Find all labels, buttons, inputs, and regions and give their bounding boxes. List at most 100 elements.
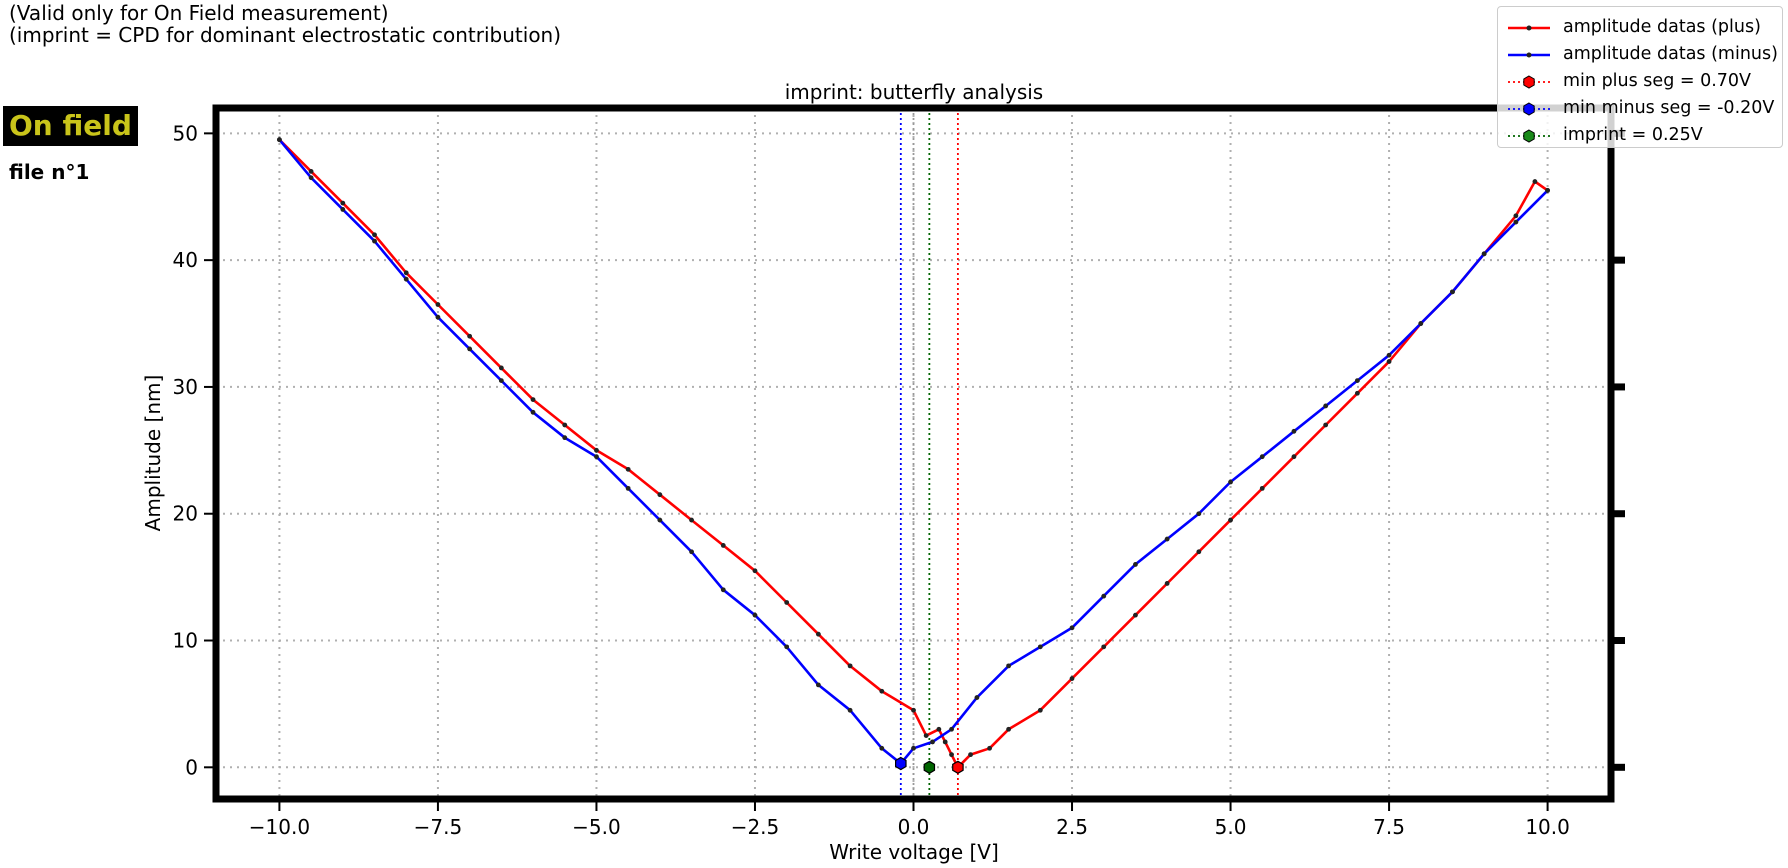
point-plus xyxy=(879,688,885,694)
point-plus xyxy=(530,397,536,403)
x-tick-label: 2.5 xyxy=(1056,815,1088,839)
point-plus xyxy=(949,752,954,758)
point-minus xyxy=(911,745,916,751)
min-marker xyxy=(952,760,964,774)
x-tick-label: −10.0 xyxy=(249,815,310,839)
point-plus xyxy=(372,232,377,238)
min-marker xyxy=(923,760,936,774)
legend-label-plus: amplitude datas (plus) xyxy=(1563,17,1761,37)
point-minus xyxy=(1386,352,1392,358)
chart-title: imprint: butterfly analysis xyxy=(785,80,1043,104)
point-plus xyxy=(1291,454,1297,460)
point-minus xyxy=(1291,428,1297,434)
point-plus xyxy=(784,600,790,605)
legend-item-plus: amplitude datas (plus) xyxy=(1504,15,1782,41)
point-minus xyxy=(1354,378,1360,383)
point-plus xyxy=(1386,359,1392,364)
point-plus xyxy=(1006,726,1012,732)
legend-swatch-min-minus xyxy=(1508,102,1550,116)
point-minus xyxy=(879,745,885,751)
file-label: file n°1 xyxy=(9,160,90,184)
point-minus xyxy=(594,454,599,460)
point-minus xyxy=(340,207,346,212)
legend-swatch-min-plus xyxy=(1508,75,1550,89)
point-minus xyxy=(974,695,980,700)
point-plus xyxy=(720,543,726,548)
point-plus xyxy=(1196,549,1202,555)
legend-label-imprint: imprint = 0.25V xyxy=(1563,125,1703,145)
legend-label-min-plus: min plus seg = 0.70V xyxy=(1563,71,1752,91)
y-tick-label: 50 xyxy=(173,121,198,145)
point-plus xyxy=(498,365,504,371)
y-tick-label: 10 xyxy=(173,629,198,653)
point-minus xyxy=(847,707,853,713)
legend-swatch-imprint xyxy=(1508,129,1550,143)
point-plus xyxy=(1164,581,1170,586)
x-axis-label: Write voltage [V] xyxy=(829,840,999,864)
point-plus xyxy=(1532,179,1538,184)
point-plus xyxy=(1228,517,1233,523)
point-plus xyxy=(435,302,441,307)
point-minus xyxy=(435,314,441,320)
legend-item-imprint: imprint = 0.25V xyxy=(1504,123,1782,149)
x-tick-label: −5.0 xyxy=(572,815,621,839)
y-tick-label: 20 xyxy=(173,502,198,526)
x-tick-label: −2.5 xyxy=(731,815,780,839)
point-minus xyxy=(1101,593,1107,599)
point-minus xyxy=(1481,251,1487,257)
point-minus xyxy=(467,346,473,352)
vertical-lines xyxy=(899,108,959,799)
point-minus xyxy=(1164,536,1170,542)
point-minus xyxy=(1513,219,1519,225)
point-plus xyxy=(923,733,929,739)
x-tick-label: 5.0 xyxy=(1215,815,1247,839)
point-plus xyxy=(340,200,346,206)
point-plus xyxy=(936,726,942,732)
point-minus xyxy=(1037,644,1043,650)
point-minus xyxy=(308,175,314,181)
point-plus xyxy=(1069,676,1075,681)
point-minus xyxy=(1133,562,1138,567)
series-layer xyxy=(277,137,1550,770)
x-tick-label: 7.5 xyxy=(1373,815,1405,839)
point-plus xyxy=(1513,213,1519,219)
point-plus xyxy=(657,492,663,498)
point-plus xyxy=(689,517,694,523)
y-axis-label: Amplitude [nm] xyxy=(141,375,165,532)
point-minus xyxy=(530,409,536,415)
x-tick-label: −7.5 xyxy=(414,815,463,839)
point-plus xyxy=(1037,707,1043,713)
legend-item-min-minus: min minus seg = -0.20V xyxy=(1504,96,1782,122)
point-plus xyxy=(308,168,314,174)
point-plus xyxy=(968,752,973,758)
x-tick-label: 10.0 xyxy=(1525,815,1570,839)
ticks: −10.0 −7.5 −5.0 −2.5 0.0 2.5 5.0 7.5 10.0 0 10 20 30… xyxy=(173,121,1625,839)
legend-swatch-minus xyxy=(1508,52,1550,58)
point-plus xyxy=(403,270,409,276)
point-plus xyxy=(467,333,473,339)
point-minus xyxy=(657,517,663,523)
point-minus xyxy=(562,435,568,441)
y-tick-label: 40 xyxy=(173,248,198,272)
point-plus xyxy=(625,466,631,472)
legend-label-minus: amplitude datas (minus) xyxy=(1563,44,1778,64)
legend-item-min-plus: min plus seg = 0.70V xyxy=(1504,69,1782,95)
point-plus xyxy=(1101,644,1107,650)
point-plus xyxy=(1354,390,1360,396)
point-minus xyxy=(498,378,504,383)
note-valid-only: (Valid only for On Field measurement) xyxy=(9,1,389,25)
point-minus xyxy=(752,612,758,618)
point-minus xyxy=(815,682,821,688)
point-minus xyxy=(277,137,282,143)
y-tick-label: 0 xyxy=(185,755,198,779)
point-plus xyxy=(911,707,916,713)
legend-label-min-minus: min minus seg = -0.20V xyxy=(1563,98,1775,118)
legend-swatch-plus xyxy=(1508,25,1550,31)
point-plus xyxy=(1259,485,1265,491)
y-tick-label: 30 xyxy=(173,375,198,399)
point-plus xyxy=(815,631,821,637)
point-minus xyxy=(1196,511,1202,517)
point-minus xyxy=(784,644,790,650)
point-plus xyxy=(942,739,948,745)
